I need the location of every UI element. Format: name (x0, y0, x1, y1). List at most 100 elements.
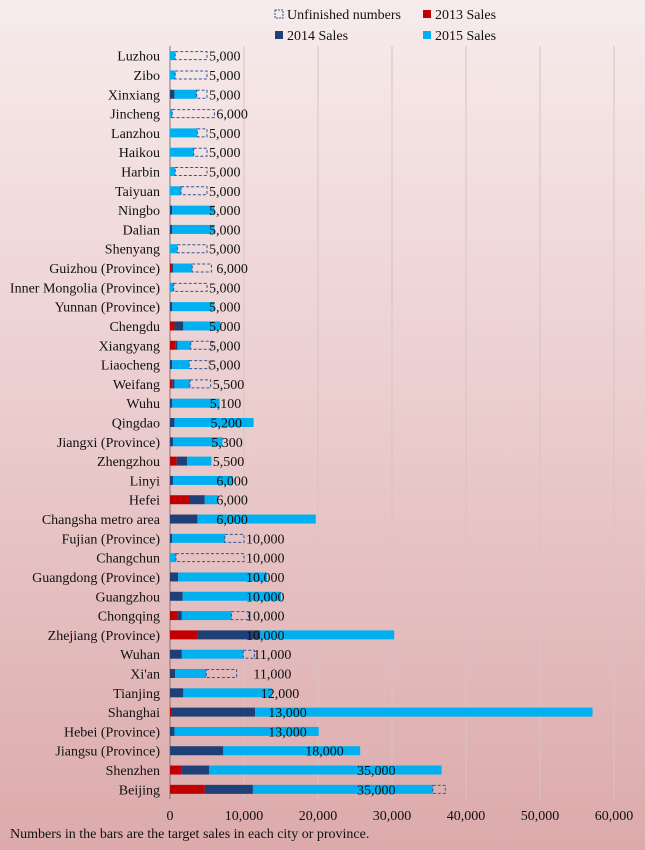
bar-2015-sales (197, 514, 316, 524)
category-label: Wuhu (126, 397, 160, 412)
bar-2015-sales (209, 765, 442, 775)
x-tick-label: 0 (167, 809, 174, 824)
bar-2014-sales (204, 784, 253, 794)
bar-2015-sales (204, 495, 219, 505)
bar-2015-sales (170, 109, 173, 119)
bar-2014-sales (170, 726, 175, 736)
bar-2015-sales (172, 302, 215, 312)
bar-2015-sales (172, 437, 223, 447)
bar-2013-sales (170, 784, 205, 794)
bar-2015-sales (177, 340, 191, 350)
bar-2015-sales (172, 205, 215, 215)
bar-unfinished-numbers (191, 263, 212, 273)
bar-2013-sales (170, 321, 175, 331)
data-label: 5,000 (209, 301, 241, 316)
data-label: 35,000 (357, 783, 396, 798)
legend-swatch (275, 31, 283, 39)
legend-label: 2015 Sales (435, 29, 496, 44)
data-label: 5,000 (209, 88, 241, 103)
bar-2014-sales (177, 611, 182, 621)
bar-2013-sales (170, 379, 173, 389)
data-label: 5,000 (209, 359, 241, 374)
legend-swatch (423, 31, 431, 39)
data-label: 5,000 (209, 50, 241, 65)
bar-2013-sales (170, 263, 172, 273)
bar-2015-sales (172, 224, 215, 234)
category-label: Chengdu (109, 320, 160, 335)
category-label: Zibo (134, 69, 160, 84)
legend-swatch (423, 10, 431, 18)
bar-2015-sales (172, 398, 220, 408)
bar-2015-sales (172, 360, 190, 370)
legend-label: Unfinished numbers (287, 8, 401, 23)
bar-unfinished-numbers (180, 186, 208, 196)
bar-2015-sales (170, 244, 178, 254)
bar-2014-sales (170, 224, 173, 234)
category-label: Jiangxi (Province) (57, 436, 160, 451)
bar-2015-sales (175, 669, 207, 678)
bar-unfinished-numbers (432, 784, 446, 794)
category-label: Weifang (113, 378, 160, 393)
bar-unfinished-numbers (189, 379, 212, 389)
data-label: 5,000 (209, 204, 241, 219)
data-label: 5,000 (209, 243, 241, 258)
bar-unfinished-numbers (205, 669, 238, 678)
data-label: 5,000 (209, 339, 241, 354)
data-label: 6,000 (216, 513, 248, 528)
data-label: 5,000 (209, 69, 241, 84)
data-label: 5,500 (213, 378, 245, 393)
data-label: 6,000 (216, 262, 248, 277)
data-label: 18,000 (305, 745, 344, 760)
bar-2014-sales (170, 746, 224, 756)
category-label: Xiangyang (99, 339, 160, 354)
bar-2015-sales (174, 89, 197, 99)
category-label: Guizhou (Province) (49, 262, 160, 277)
bar-2013-sales (170, 495, 190, 505)
category-label: Changchun (96, 552, 160, 567)
category-label: Inner Mongolia (Province) (10, 281, 160, 296)
data-label: 5,500 (213, 455, 245, 470)
bar-2013-sales (170, 340, 176, 350)
category-label: Zhengzhou (97, 455, 160, 470)
bar-2015-sales (170, 51, 176, 61)
bar-2015-sales (170, 147, 194, 157)
bar-unfinished-numbers (174, 70, 208, 80)
data-label: 5,000 (209, 320, 241, 335)
bar-2015-sales (170, 167, 176, 176)
bar-unfinished-numbers (190, 340, 213, 350)
bar-2014-sales (171, 707, 256, 717)
data-label: 5,300 (211, 436, 243, 451)
bar-2013-sales (170, 456, 177, 466)
bar-2013-sales (170, 765, 182, 775)
category-label: Beijing (119, 783, 160, 798)
category-label: Linyi (130, 474, 160, 489)
category-label: Wuhan (120, 648, 160, 663)
bar-2015-sales (223, 746, 361, 756)
data-label: 5,000 (209, 281, 241, 296)
category-label: Changsha metro area (42, 513, 161, 528)
bar-unfinished-numbers (174, 167, 208, 176)
data-label: 5,000 (209, 146, 241, 161)
bar-unfinished-numbers (171, 109, 215, 119)
bar-2015-sales (260, 630, 395, 640)
bar-2014-sales (189, 495, 205, 505)
category-label: Shenyang (105, 243, 160, 258)
x-tick-label: 50,000 (521, 809, 560, 824)
bar-2015-sales (174, 418, 254, 427)
bar-2015-sales (255, 707, 593, 717)
bar-2015-sales (172, 263, 193, 273)
bar-unfinished-numbers (242, 649, 255, 659)
bar-2014-sales (171, 263, 173, 273)
bar-2014-sales (170, 475, 173, 485)
bar-2015-sales (170, 282, 174, 292)
bar-2014-sales (170, 688, 184, 698)
bar-2013-sales (170, 611, 178, 621)
category-label: Haikou (119, 146, 160, 161)
data-label: 6,000 (216, 494, 248, 509)
bar-2014-sales (170, 418, 175, 427)
bar-2014-sales (170, 572, 179, 582)
data-label: 12,000 (261, 687, 300, 702)
category-label: Dalian (123, 223, 160, 238)
bar-2015-sales (172, 475, 233, 485)
data-label: 11,000 (253, 648, 291, 663)
